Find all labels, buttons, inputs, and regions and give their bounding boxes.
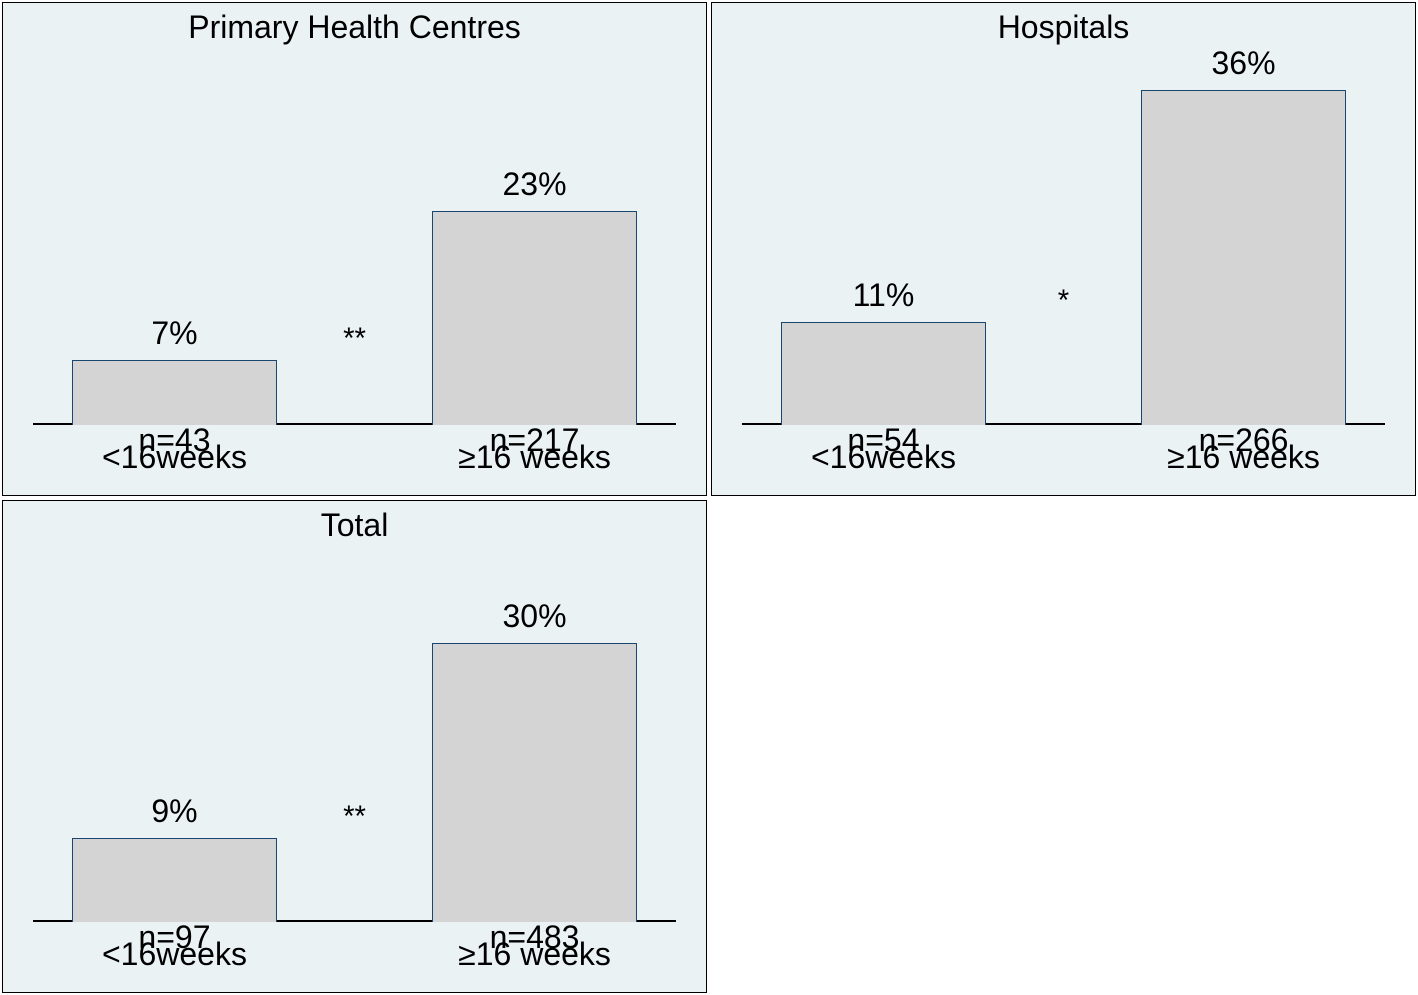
x-axis-labels: <16weeks ≥16 weeks [33, 425, 676, 495]
bar [432, 211, 638, 425]
x-tick-label: ≥16 weeks [1167, 439, 1320, 476]
bar-value-label: 11% [853, 277, 915, 314]
bar-value-label: 9% [151, 793, 197, 830]
x-tick-label: <16weeks [811, 439, 956, 476]
panel-title: Total [3, 507, 706, 544]
bar-value-label: 36% [1212, 45, 1276, 82]
bar [432, 643, 638, 922]
bar [72, 838, 278, 922]
bar [1141, 90, 1347, 424]
significance-marker: ** [343, 322, 366, 356]
significance-marker: * [1058, 284, 1069, 318]
x-tick-label: ≥16 weeks [458, 439, 611, 476]
panel-title: Primary Health Centres [3, 9, 706, 46]
x-tick-label: ≥16 weeks [458, 936, 611, 973]
chart-panel: Primary Health Centres7%n=4323%n=217**<1… [2, 2, 707, 496]
plot-area: 7%n=4323%n=217** [33, 53, 676, 425]
chart-panel: Total 9%n=9730%n=483** <16weeks ≥16 weeks [2, 500, 707, 994]
significance-marker: ** [343, 800, 366, 834]
bar [72, 360, 278, 425]
x-axis-labels: <16weeks ≥16 weeks [33, 922, 676, 992]
bar-value-label: 23% [503, 166, 567, 203]
chart-panel: Hospitals 11%n=5436%n=266* <16weeks ≥16 wee… [711, 2, 1416, 496]
bar-value-label: 30% [503, 598, 567, 635]
x-tick-label: <16weeks [102, 936, 247, 973]
bar [781, 322, 987, 424]
plot-area: 9%n=9730%n=483** [33, 551, 676, 923]
x-axis-labels: <16weeks ≥16 weeks [742, 425, 1385, 495]
chart-grid: Primary Health Centres7%n=4323%n=217**<1… [0, 0, 1418, 995]
x-tick-label: <16weeks [102, 439, 247, 476]
bar-value-label: 7% [151, 315, 197, 352]
panel-title: Hospitals [712, 9, 1415, 46]
plot-area: 11%n=5436%n=266* [742, 53, 1385, 425]
